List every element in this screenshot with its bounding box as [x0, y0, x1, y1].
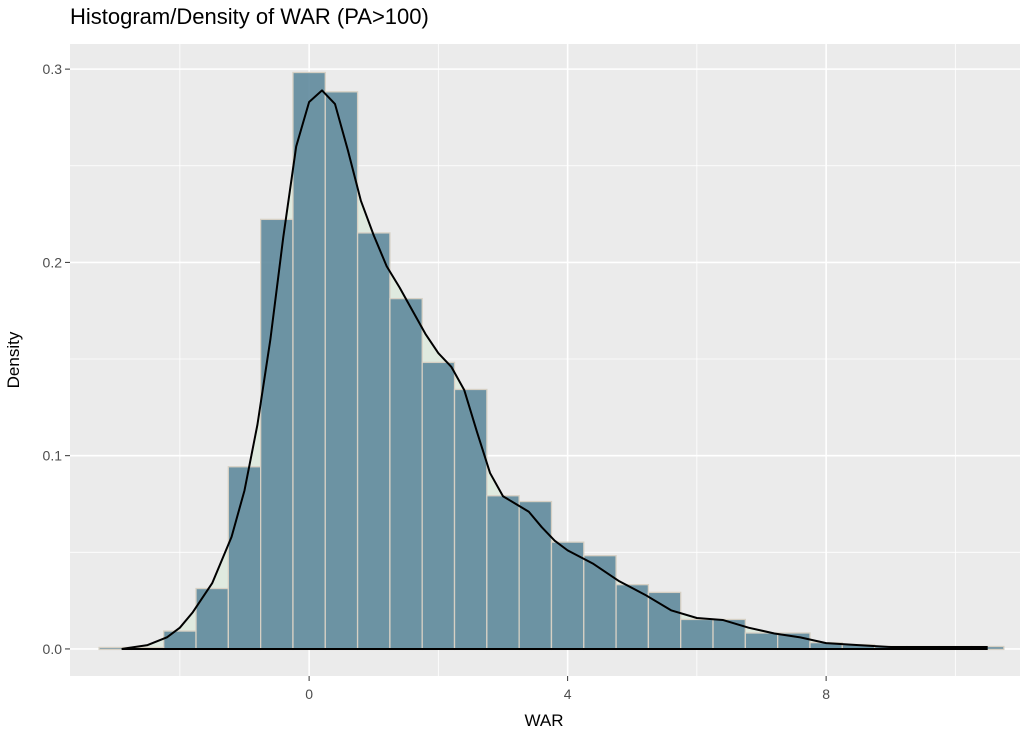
axes: 0 4 8 0.0 0.1 0.2 0.3 — [43, 61, 831, 702]
x-axis-title: WAR — [524, 711, 563, 730]
y-tick-label: 0.1 — [43, 448, 63, 464]
histogram-bar — [680, 618, 714, 651]
density-line — [121, 89, 988, 650]
y-tick-label: 0.0 — [43, 641, 63, 657]
y-axis-title: Density — [4, 331, 23, 388]
histogram-bars — [98, 71, 1005, 651]
x-tick-label: 8 — [822, 686, 830, 702]
histogram-bar — [518, 500, 553, 651]
x-tick-label: 4 — [564, 686, 572, 702]
histogram-bar — [647, 591, 682, 651]
histogram-bar — [163, 630, 197, 651]
density-curve — [121, 89, 988, 650]
histogram-bar — [453, 388, 488, 651]
y-tick-label: 0.3 — [43, 61, 63, 77]
histogram-bar — [583, 555, 617, 651]
histogram-bar — [195, 587, 229, 651]
histogram-bar — [744, 632, 779, 651]
histogram-bar — [421, 361, 456, 651]
histogram-bar — [356, 232, 391, 651]
histogram-bar — [486, 495, 520, 651]
histogram-bar — [292, 71, 326, 651]
chart-title: Histogram/Density of WAR (PA>100) — [70, 4, 429, 29]
y-tick-label: 0.2 — [43, 254, 63, 270]
histogram-bar — [550, 541, 585, 651]
histogram-bar — [324, 91, 359, 651]
histogram-bar — [712, 618, 746, 651]
x-tick-label: 0 — [305, 686, 313, 702]
histogram-bar — [389, 297, 423, 651]
